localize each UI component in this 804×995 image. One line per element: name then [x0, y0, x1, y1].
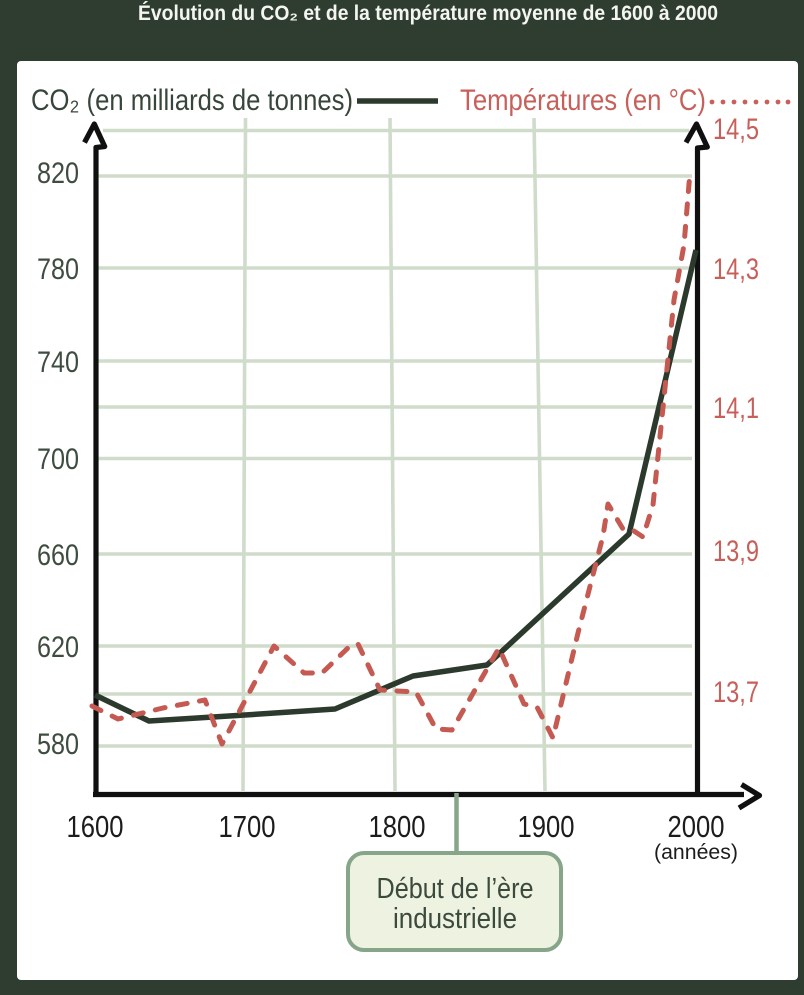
svg-text:1700: 1700 — [219, 809, 276, 844]
svg-text:660: 660 — [37, 539, 79, 572]
svg-text:13,7: 13,7 — [713, 676, 759, 709]
svg-text:580: 580 — [37, 728, 79, 761]
svg-text:620: 620 — [37, 631, 79, 664]
svg-text:Évolution du CO₂ et de la temp: Évolution du CO₂ et de la température mo… — [138, 2, 718, 25]
svg-text:1800: 1800 — [369, 809, 426, 844]
svg-text:2000: 2000 — [668, 809, 725, 844]
svg-text:13,9: 13,9 — [713, 535, 759, 568]
svg-text:14,1: 14,1 — [713, 392, 759, 425]
svg-text:14,5: 14,5 — [713, 113, 759, 146]
svg-text:(années): (années) — [654, 841, 738, 864]
svg-text:740: 740 — [37, 346, 79, 379]
svg-text:14,3: 14,3 — [713, 253, 759, 286]
svg-text:820: 820 — [37, 157, 79, 190]
svg-text:CO₂ (en milliards de tonnes): CO₂ (en milliards de tonnes) — [31, 84, 353, 117]
svg-text:industrielle: industrielle — [393, 903, 517, 935]
svg-text:1600: 1600 — [67, 809, 124, 844]
svg-text:780: 780 — [37, 253, 79, 286]
svg-text:Températures (en °C): Températures (en °C) — [460, 84, 706, 117]
svg-text:1900: 1900 — [518, 809, 575, 844]
svg-text:Début de l’ère: Début de l’ère — [377, 873, 534, 905]
svg-text:700: 700 — [37, 443, 79, 476]
